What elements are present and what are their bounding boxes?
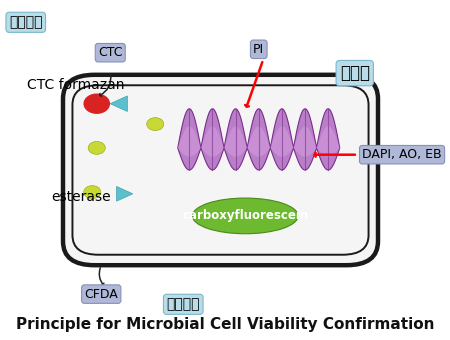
Circle shape	[84, 94, 109, 113]
FancyBboxPatch shape	[63, 75, 378, 265]
Text: carboxyfluorescein: carboxyfluorescein	[182, 209, 308, 222]
Text: Principle for Microbial Cell Viability Confirmation: Principle for Microbial Cell Viability C…	[16, 317, 434, 332]
Polygon shape	[178, 109, 340, 170]
Polygon shape	[178, 126, 340, 157]
Text: DAPI, AO, EB: DAPI, AO, EB	[362, 148, 442, 161]
Ellipse shape	[193, 198, 298, 234]
Text: CTC: CTC	[98, 46, 122, 59]
Circle shape	[147, 118, 164, 131]
Text: 酵素活性: 酵素活性	[166, 297, 200, 311]
Circle shape	[84, 186, 101, 199]
Text: esterase: esterase	[52, 190, 112, 204]
Polygon shape	[117, 186, 133, 201]
Text: 呼吸活性: 呼吸活性	[9, 15, 42, 29]
Text: 膜損傷: 膜損傷	[340, 64, 370, 82]
Circle shape	[88, 141, 105, 154]
Polygon shape	[110, 96, 127, 112]
Text: PI: PI	[253, 43, 264, 56]
Text: CFDA: CFDA	[85, 288, 118, 301]
Text: CTC formazan: CTC formazan	[27, 78, 125, 92]
